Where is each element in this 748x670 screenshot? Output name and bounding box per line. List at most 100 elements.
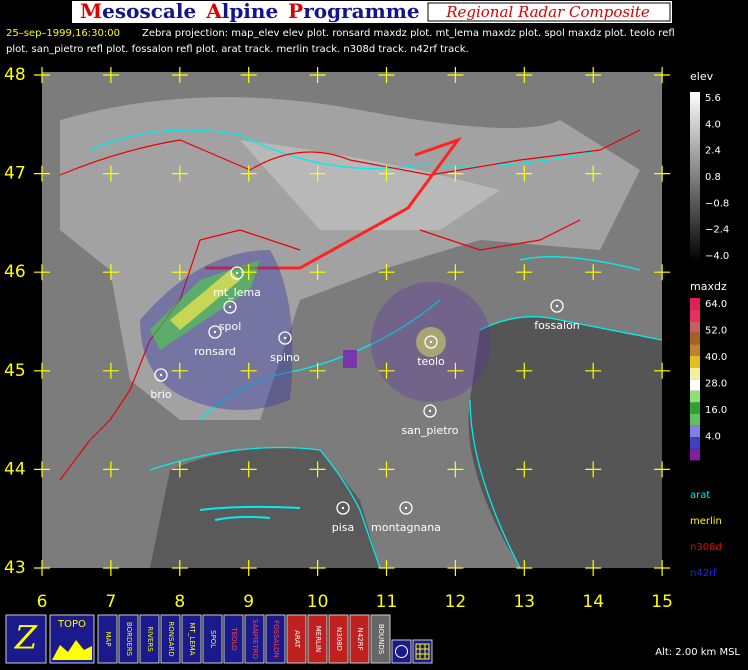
maxdz-swatch — [690, 379, 700, 391]
station-marker — [223, 300, 237, 314]
grid-cross — [309, 560, 326, 576]
toolbar-button[interactable] — [307, 614, 328, 664]
toolbar-button[interactable] — [265, 614, 286, 664]
grid-cross — [309, 165, 326, 182]
station-label: spol — [219, 320, 242, 333]
grid-cross — [447, 461, 464, 478]
grid-cross — [378, 264, 395, 281]
map — [42, 72, 663, 569]
grid-cross — [447, 560, 464, 576]
toolbar: Z TOPO MAP BORDERS RIVERS RONSARD MT_LEMA SPOL T… — [0, 612, 748, 666]
lon-label: 14 — [582, 592, 604, 612]
status-line: plot. san_pietro refl plot. fossalon ref… — [6, 44, 469, 55]
toolbar-button[interactable] — [286, 614, 307, 664]
station-marker — [336, 501, 350, 515]
maxdz-swatch — [690, 367, 700, 380]
altitude: Alt: 2.00 km MSL — [655, 647, 740, 658]
grid-cross — [516, 264, 533, 281]
toolbar-button[interactable] — [328, 614, 349, 664]
legend-title: maxdz — [690, 280, 727, 293]
lat-label: 47 — [4, 164, 26, 184]
grid-cross — [378, 560, 395, 576]
station-marker — [230, 266, 244, 280]
toolbar-button-label: SANPIETRO — [251, 619, 259, 659]
grid-button[interactable] — [412, 639, 433, 664]
toolbar-button[interactable] — [97, 614, 118, 664]
grid-cross — [447, 67, 464, 83]
alps-high — [240, 140, 500, 230]
grid-cross — [654, 165, 671, 182]
toolbar-button-label: RONSARD — [167, 621, 175, 656]
lon-label: 9 — [243, 592, 254, 612]
grid-cross — [34, 264, 50, 281]
lon-label: 8 — [174, 592, 185, 612]
maxdz-swatch — [690, 425, 700, 438]
grid-cross — [34, 165, 50, 182]
alps-terrain — [60, 97, 640, 420]
elev-label: 2.4 — [705, 146, 721, 157]
station-dot — [404, 506, 408, 510]
station-marker — [208, 325, 222, 339]
lat-label: 44 — [4, 459, 26, 479]
grid-cross — [585, 264, 602, 281]
station-dot — [341, 506, 345, 510]
grid-cross — [171, 362, 188, 379]
overlay-button[interactable] — [391, 639, 412, 664]
toolbar-button[interactable] — [139, 614, 160, 664]
toolbar-button[interactable] — [244, 614, 265, 664]
station-marker — [424, 335, 438, 349]
grid-cross — [378, 67, 395, 83]
station-label: pisa — [332, 521, 355, 534]
status-line: Zebra projection: map_elev elev plot. ro… — [142, 28, 675, 39]
toolbar-button[interactable] — [223, 614, 244, 664]
toolbar-button[interactable] — [370, 614, 391, 664]
toolbar-button[interactable] — [118, 614, 139, 664]
toolbar-button[interactable] — [160, 614, 181, 664]
grid-cross — [447, 264, 464, 281]
toolbar-button[interactable] — [349, 614, 370, 664]
grid-cross — [240, 461, 257, 478]
title-word: Mesoscale — [80, 0, 196, 23]
station-marker — [550, 299, 564, 313]
grid-cross — [102, 264, 119, 281]
grid-cross — [309, 264, 326, 281]
station-label: teolo — [417, 355, 445, 368]
grid-cross — [516, 67, 533, 83]
legend-panel: elev 5.6 4.0 2.4 0.8 −0.8 −2.4 −4.0 maxdz 64.0 52.… — [690, 70, 729, 579]
logo-button[interactable] — [5, 614, 47, 664]
toolbar-button[interactable] — [202, 614, 223, 664]
station-dot — [213, 330, 217, 334]
grid-cross — [585, 461, 602, 478]
grid-cross — [654, 560, 671, 576]
grid-cross — [378, 461, 395, 478]
lon-label: 6 — [37, 592, 48, 612]
lon-label: 12 — [445, 592, 467, 612]
toolbar-button-label: SPOL — [209, 630, 217, 648]
toolbar-button[interactable] — [181, 614, 202, 664]
grid-cross — [309, 67, 326, 83]
maxdz-swatch — [690, 448, 700, 461]
toolbar-button-label: BOUNDS — [377, 624, 385, 655]
maxdz-swatch — [690, 390, 700, 403]
grid-cross — [516, 560, 533, 576]
lon-label: 15 — [651, 592, 673, 612]
elev-label: −0.8 — [705, 198, 729, 209]
grid-cross — [654, 461, 671, 478]
toolbar-button-label: RIVERS — [146, 626, 154, 652]
station-label: fossalon — [534, 319, 580, 332]
grid-cross — [654, 264, 671, 281]
grid-cross — [654, 362, 671, 379]
subtitle-box — [427, 2, 671, 22]
maxdz-swatch — [690, 321, 700, 333]
elev-label: 0.8 — [705, 172, 721, 183]
grid-cross — [102, 362, 119, 379]
station-marker — [154, 368, 168, 382]
grid-cross — [240, 560, 257, 576]
grid-cross — [585, 165, 602, 182]
grid-cross — [585, 67, 602, 83]
lat-label: 46 — [4, 262, 26, 282]
grid-cross — [516, 362, 533, 379]
arat-track — [199, 505, 301, 521]
grid-icon — [415, 643, 430, 660]
coastlines-rivers — [89, 129, 663, 569]
